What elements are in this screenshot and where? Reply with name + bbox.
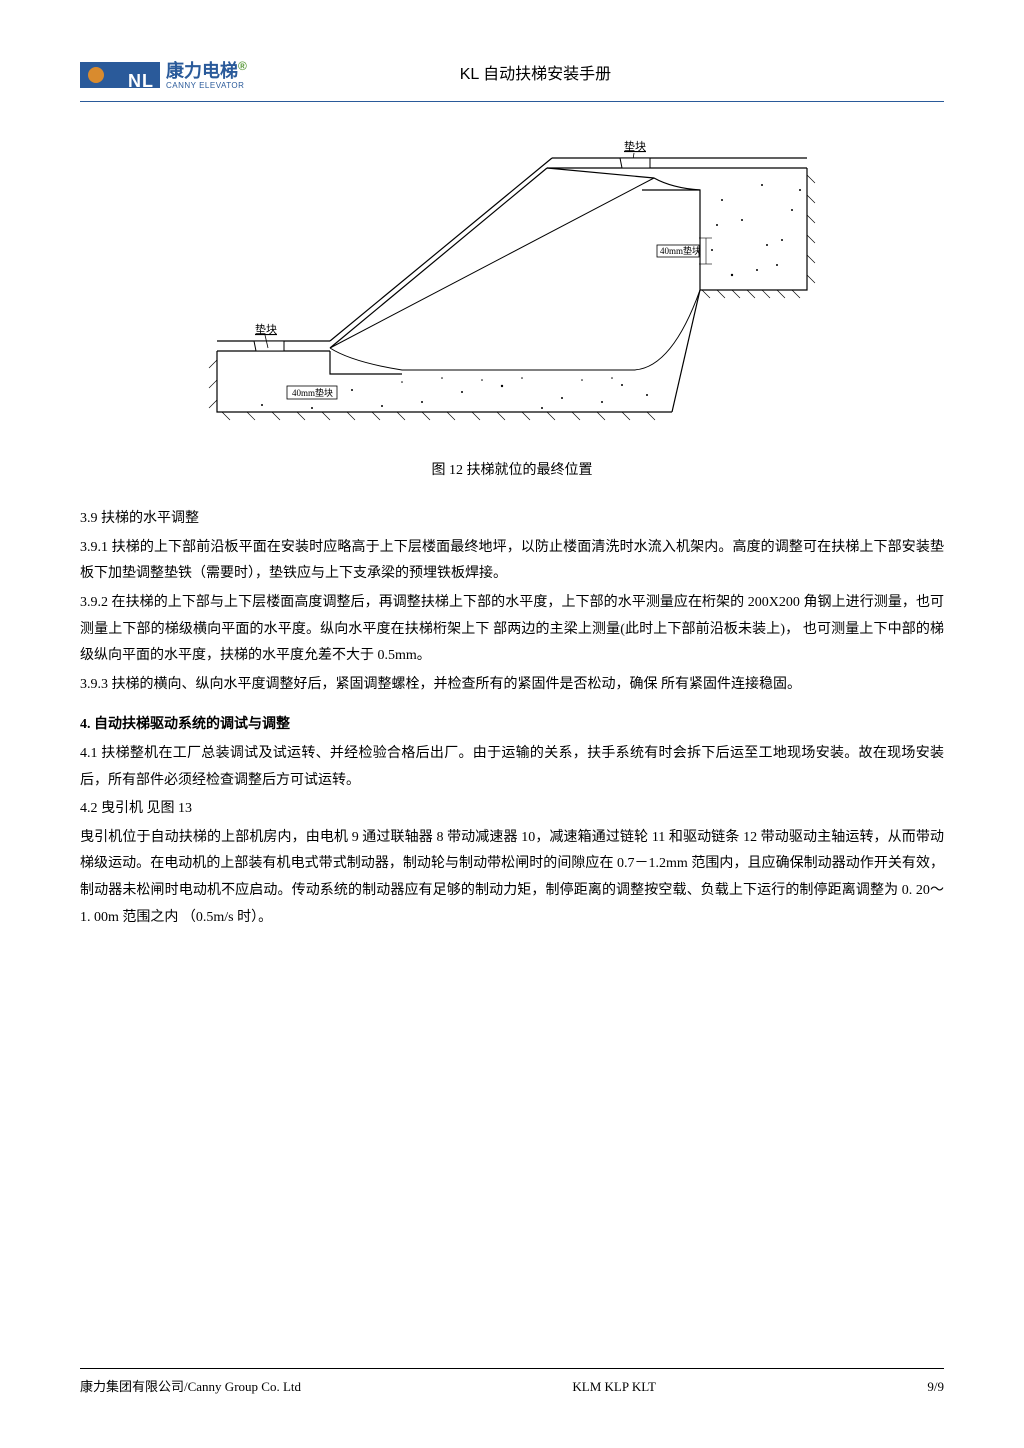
- section-3-9-1: 3.9.1 扶梯的上下部前沿板平面在安装时应略高于上下层楼面最终地坪，以防止楼面…: [80, 535, 944, 588]
- section-4-heading: 4. 4. 自动扶梯驱动系统的调试与调整自动扶梯驱动系统的调试与调整: [80, 712, 944, 739]
- logo-mark: [80, 62, 160, 88]
- logo-cn: 康力电梯®: [166, 60, 247, 82]
- body-text: 3.9 扶梯的水平调整 3.9.1 扶梯的上下部前沿板平面在安装时应略高于上下层…: [80, 506, 944, 931]
- logo-en: CANNY ELEVATOR: [166, 82, 247, 91]
- dim-upper: 40mm垫块: [660, 245, 701, 256]
- company-logo: 康力电梯® CANNY ELEVATOR: [80, 60, 247, 91]
- section-4-1: 4.1 扶梯整机在工厂总装调试及试运转、并经检验合格后出厂。由于运输的关系，扶手…: [80, 741, 944, 794]
- figure-caption: 图 12 扶梯就位的最终位置: [80, 458, 944, 485]
- page-header: 康力电梯® CANNY ELEVATOR KL 自动扶梯安装手册: [80, 60, 944, 102]
- footer-company: 康力集团有限公司/Canny Group Co. Ltd: [80, 1375, 301, 1400]
- label-left: 垫块: [255, 322, 277, 336]
- footer-model: KLM KLP KLT: [572, 1375, 656, 1400]
- dim-lower: 40mm垫块: [292, 387, 333, 398]
- section-3-9-2: 3.9.2 在扶梯的上下部与上下层楼面高度调整后，再调整扶梯上下部的水平度，上下…: [80, 590, 944, 670]
- footer-page: 9/9: [927, 1375, 944, 1400]
- section-4-2-body: 曳引机位于自动扶梯的上部机房内，由电机 9 通过联轴器 8 带动减速器 10，减…: [80, 825, 944, 931]
- section-4-2: 4.2 曳引机 见图 13: [80, 796, 944, 823]
- page-footer: 康力集团有限公司/Canny Group Co. Ltd KLM KLP KLT…: [80, 1368, 944, 1400]
- section-3-9: 3.9 扶梯的水平调整: [80, 506, 944, 533]
- document-title: KL 自动扶梯安装手册: [247, 60, 944, 90]
- logo-text: 康力电梯® CANNY ELEVATOR: [166, 60, 247, 91]
- section-3-9-3: 3.9.3 扶梯的横向、纵向水平度调整好后，紧固调整螺栓，并检查所有的紧固件是否…: [80, 672, 944, 699]
- label-top: 垫块: [624, 139, 646, 153]
- figure-12: 垫块 40mm垫块: [80, 130, 944, 485]
- escalator-diagram: 垫块 40mm垫块: [202, 130, 822, 440]
